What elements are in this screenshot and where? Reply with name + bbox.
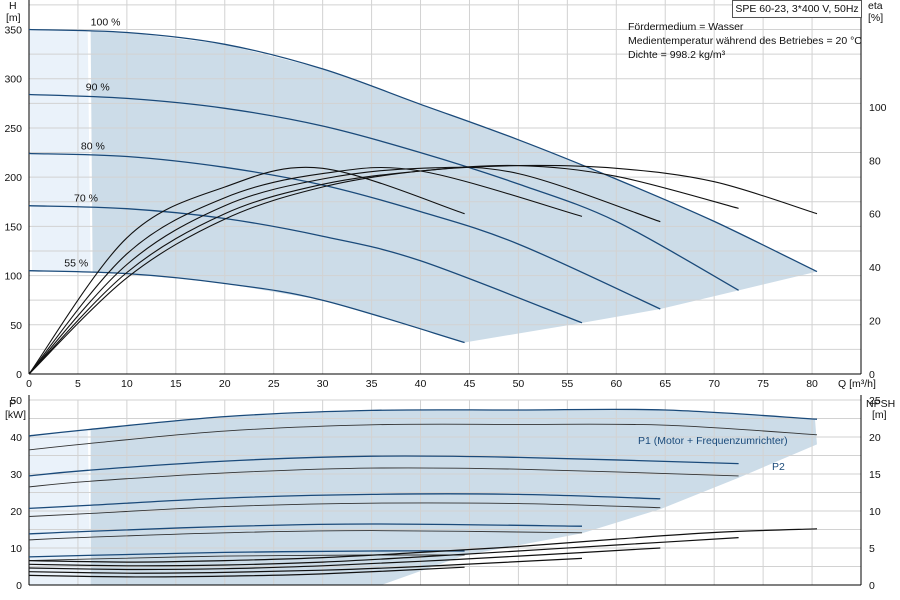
npsh-curve (28, 566, 465, 578)
eta-y-tick-label: 80 (869, 155, 881, 167)
efficiency-curve (28, 166, 661, 375)
operating-conditions: Fördermedium = Wasser Medientemperatur w… (628, 20, 862, 62)
x-tick-label: 70 (708, 378, 720, 390)
p2-curve (28, 530, 583, 541)
density-info: Dichte = 998.2 kg/m³ (628, 49, 726, 61)
npsh-axis-label: NPSH (866, 398, 895, 410)
eta-y-tick-label: 0 (869, 369, 875, 381)
p1-curve (28, 408, 818, 437)
x-tick-label: 20 (219, 378, 231, 390)
power-axis-label: P (9, 398, 16, 410)
medium-info: Fördermedium = Wasser (628, 21, 744, 33)
p2-curve (28, 554, 465, 562)
npsh-y-tick-label: 15 (869, 469, 881, 481)
temperature-info: Medientemperatur während des Betriebes =… (628, 35, 862, 47)
p2-curve (28, 467, 739, 488)
p1-label: P1 (Motor + Frequenzumrichter) (638, 435, 788, 447)
power-envelope (90, 409, 817, 585)
npsh-curve (28, 537, 739, 567)
head-y-tick-label: 350 (4, 25, 22, 37)
npsh-curve (28, 557, 583, 574)
power-y-tick-label: 50 (10, 395, 22, 407)
x-tick-label: 65 (659, 378, 671, 390)
head-envelope (90, 31, 817, 343)
eta-y-tick-label: 40 (869, 262, 881, 274)
head-curve (28, 28, 818, 273)
x-tick-label: 15 (170, 378, 182, 390)
x-tick-label: 50 (513, 378, 525, 390)
head-curve (28, 152, 661, 310)
head-y-tick-label: 200 (4, 172, 22, 184)
x-tick-label: 60 (610, 378, 622, 390)
p2-curve (28, 502, 661, 517)
head-envelope-light (29, 29, 91, 273)
p1-curve (28, 493, 661, 510)
power-y-tick-label: 20 (10, 506, 22, 518)
x-axis-label: Q [m³/h] (838, 378, 876, 390)
head-y-tick-label: 100 (4, 271, 22, 283)
x-tick-label: 0 (26, 378, 32, 390)
eta-axis-label: eta (868, 0, 883, 12)
power-y-tick-label: 30 (10, 469, 22, 481)
x-tick-label: 25 (268, 378, 280, 390)
chart-title: SPE 60-23, 3*400 V, 50Hz (732, 0, 862, 18)
x-tick-label: 80 (806, 378, 818, 390)
p2-label: P2 (772, 461, 785, 473)
head-curve (28, 93, 739, 291)
npsh-y-tick-label: 10 (869, 506, 881, 518)
x-tick-label: 35 (366, 378, 378, 390)
npsh-y-tick-label: 0 (869, 580, 875, 592)
eta-y-tick-label: 20 (869, 316, 881, 328)
power-y-tick-label: 0 (16, 580, 22, 592)
efficiency-curve (28, 166, 583, 375)
head-curve (28, 270, 465, 344)
head-y-tick-label: 50 (10, 320, 22, 332)
head-y-tick-label: 150 (4, 221, 22, 233)
npsh-y-tick-label: 20 (869, 432, 881, 444)
x-tick-label: 75 (757, 378, 769, 390)
head-y-tick-label: 0 (16, 369, 22, 381)
head-axis-unit: [m] (6, 12, 21, 24)
power-axis-unit: [kW] (5, 409, 26, 421)
speed-label: 70 % (74, 193, 98, 205)
power-y-tick-label: 40 (10, 432, 22, 444)
head-axis-label: H (9, 0, 17, 12)
p1-curve (28, 523, 583, 535)
head-y-tick-label: 300 (4, 74, 22, 86)
p1-curve (28, 455, 739, 477)
head-y-tick-label: 250 (4, 123, 22, 135)
p1-curve (28, 550, 465, 558)
efficiency-curve (28, 166, 465, 375)
eta-y-tick-label: 60 (869, 209, 881, 221)
power-y-tick-label: 10 (10, 543, 22, 555)
x-tick-label: 10 (121, 378, 133, 390)
x-tick-label: 30 (317, 378, 329, 390)
npsh-y-tick-label: 25 (869, 395, 881, 407)
speed-label: 100 % (91, 17, 121, 29)
speed-label: 80 % (81, 141, 105, 153)
eta-y-tick-label: 100 (869, 102, 887, 114)
x-tick-label: 55 (562, 378, 574, 390)
x-tick-label: 45 (464, 378, 476, 390)
x-tick-label: 40 (415, 378, 427, 390)
head-curve (28, 205, 583, 324)
eta-axis-unit: [%] (868, 12, 883, 24)
p2-curve (28, 423, 818, 451)
speed-label: 55 % (64, 258, 88, 270)
npsh-curve (28, 547, 661, 571)
npsh-axis-unit: [m] (872, 409, 887, 421)
npsh-y-tick-label: 5 (869, 543, 875, 555)
x-tick-label: 5 (75, 378, 81, 390)
npsh-curve (28, 528, 818, 563)
speed-label: 90 % (86, 81, 110, 93)
